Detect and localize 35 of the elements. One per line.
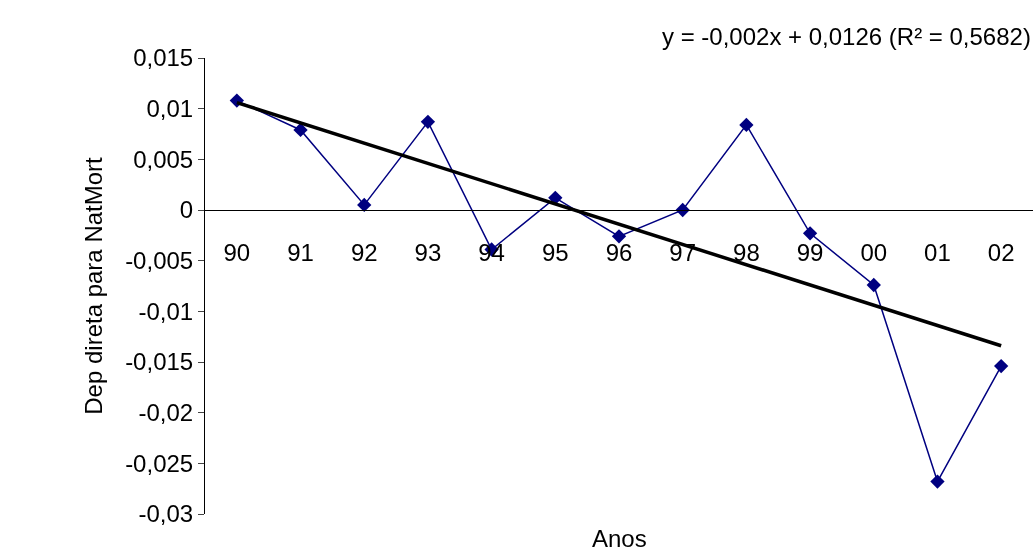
y-tick-label: 0,015 [133,44,194,72]
point [930,474,945,489]
y-axis-title: Dep direta para NatMort [80,156,108,415]
y-tick-label: -0,01 [138,297,194,325]
x-tick-label: 00 [860,238,888,266]
y-tick-label: -0,005 [125,247,194,275]
x-tick-label: 95 [541,238,569,266]
x-tick-label: 92 [350,238,378,266]
x-tick-label: 96 [605,238,633,266]
x-tick-label: 98 [733,238,760,266]
point [420,114,436,129]
point [548,190,563,205]
point [866,277,881,293]
y-tick-label: -0,025 [125,449,194,477]
y-tick-label: -0,03 [138,500,194,528]
y-tick-label: -0,02 [138,399,194,427]
x-tick-label: 99 [796,238,824,266]
y-tick-label: 0,005 [133,145,194,173]
text: y = -0,002x + 0,0126 (R² = 0,5682) [662,23,1031,50]
x-tick-label: 90 [223,238,251,266]
point [802,226,818,241]
y-tick-label: 0 [179,196,194,224]
y-tick-label: 0,01 [146,95,194,123]
point [293,122,308,138]
y-tick-label: -0,015 [125,348,194,376]
x-axis-title: Anos [592,525,647,552]
x-tick-label: 01 [924,238,951,266]
point [357,197,372,213]
x-tick-label: 02 [987,238,1015,266]
x-tick-label: 93 [414,238,442,266]
x-tick-label: 91 [287,238,314,266]
point [994,358,1009,374]
point [739,117,754,133]
point [611,229,627,244]
x-tick-label: 94 [478,238,505,266]
